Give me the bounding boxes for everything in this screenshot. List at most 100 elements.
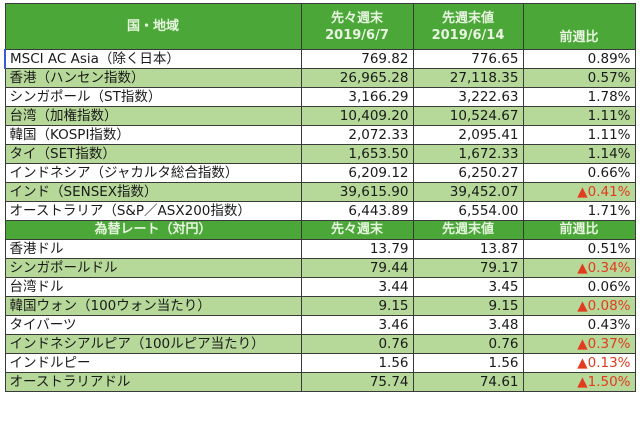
- fx-prev2-header: 先々週末: [300, 220, 414, 240]
- row-label: インド（SENSEX指数）: [4, 182, 302, 202]
- prev2-value: 79.44: [300, 258, 414, 278]
- change-value: 1.11%: [522, 125, 636, 145]
- fx-row: オーストラリアドル 75.74 74.61 ▲1.50%: [4, 372, 636, 392]
- change-value: ▲0.13%: [522, 353, 636, 373]
- change-value: ▲0.34%: [522, 258, 636, 278]
- stock-row: 韓国（KOSPI指数） 2,072.33 2,095.41 1.11%: [4, 125, 636, 145]
- prev2-value: 1,653.50: [300, 144, 414, 164]
- prev-date: 2019/6/14: [431, 27, 505, 43]
- prev2-date: 2019/6/7: [325, 27, 389, 43]
- prev2-value: 2,072.33: [300, 125, 414, 145]
- stock-row: タイ（SET指数） 1,653.50 1,672.33 1.14%: [4, 144, 636, 164]
- prev2-value: 10,409.20: [300, 106, 414, 126]
- fx-header-row: 為替レート（対円） 先々週末 先週末値 前週比: [4, 220, 636, 240]
- row-label: シンガポールドル: [4, 258, 302, 278]
- prev2-value: 3.44: [300, 277, 414, 297]
- prev-value: 0.76: [412, 334, 524, 354]
- change-value: 0.43%: [522, 315, 636, 335]
- prev-value: 10,524.67: [412, 106, 524, 126]
- row-label: 香港（ハンセン指数）: [4, 68, 302, 88]
- stock-row: MSCI AC Asia（除く日本） 769.82 776.65 0.89%: [4, 49, 636, 69]
- row-label: MSCI AC Asia（除く日本）: [4, 49, 302, 69]
- fx-prev-header: 先週末値: [412, 220, 524, 240]
- change-value: 1.78%: [522, 87, 636, 107]
- prev-value: 1.56: [412, 353, 524, 373]
- fx-row: 韓国ウォン（100ウォン当たり） 9.15 9.15 ▲0.08%: [4, 296, 636, 316]
- prev2-value: 13.79: [300, 239, 414, 259]
- change-value: 1.11%: [522, 106, 636, 126]
- change-value: 1.71%: [522, 201, 636, 221]
- prev-value: 27,118.35: [412, 68, 524, 88]
- prev2-title: 先々週末: [330, 10, 383, 26]
- prev-value: 776.65: [412, 49, 524, 69]
- stock-row: 台湾（加権指数） 10,409.20 10,524.67 1.11%: [4, 106, 636, 126]
- prev-value: 74.61: [412, 372, 524, 392]
- prev2-value: 769.82: [300, 49, 414, 69]
- row-label: インドネシアルピア（100ルピア当たり）: [4, 334, 302, 354]
- prev-value: 9.15: [412, 296, 524, 316]
- fx-row: インドルピー 1.56 1.56 ▲0.13%: [4, 353, 636, 373]
- region-header: 国・地域: [4, 3, 302, 50]
- fx-row: インドネシアルピア（100ルピア当たり） 0.76 0.76 ▲0.37%: [4, 334, 636, 354]
- change-value: 0.89%: [522, 49, 636, 69]
- fx-change-header: 前週比: [522, 220, 636, 240]
- fx-row: シンガポールドル 79.44 79.17 ▲0.34%: [4, 258, 636, 278]
- prev-value: 6,554.00: [412, 201, 524, 221]
- row-label: シンガポール（ST指数）: [4, 87, 302, 107]
- fx-row: 台湾ドル 3.44 3.45 0.06%: [4, 277, 636, 297]
- prev-value: 79.17: [412, 258, 524, 278]
- row-label: インドルピー: [4, 353, 302, 373]
- row-label: オーストラリアドル: [4, 372, 302, 392]
- change-value: ▲0.08%: [522, 296, 636, 316]
- change-value: 1.14%: [522, 144, 636, 164]
- prev-value: 3,222.63: [412, 87, 524, 107]
- stock-row: シンガポール（ST指数） 3,166.29 3,222.63 1.78%: [4, 87, 636, 107]
- stock-row: オーストラリア（S&P／ASX200指数） 6,443.89 6,554.00 1.7…: [4, 201, 636, 221]
- prev-header: 先週末値 2019/6/14: [412, 3, 524, 50]
- row-label: オーストラリア（S&P／ASX200指数）: [4, 201, 302, 221]
- prev2-value: 0.76: [300, 334, 414, 354]
- prev-value: 3.45: [412, 277, 524, 297]
- prev2-value: 39,615.90: [300, 182, 414, 202]
- change-value: 0.06%: [522, 277, 636, 297]
- prev2-value: 6,209.12: [300, 163, 414, 183]
- prev-value: 3.48: [412, 315, 524, 335]
- change-value: 0.51%: [522, 239, 636, 259]
- row-label: 台湾（加権指数）: [4, 106, 302, 126]
- prev-value: 39,452.07: [412, 182, 524, 202]
- prev2-value: 6,443.89: [300, 201, 414, 221]
- row-label: 香港ドル: [4, 239, 302, 259]
- change-value: ▲0.37%: [522, 334, 636, 354]
- stock-row: 香港（ハンセン指数） 26,965.28 27,118.35 0.57%: [4, 68, 636, 88]
- prev2-header: 先々週末 2019/6/7: [300, 3, 414, 50]
- change-header: 前週比: [522, 3, 636, 50]
- prev-value: 1,672.33: [412, 144, 524, 164]
- row-label: 台湾ドル: [4, 277, 302, 297]
- stock-header-row: 国・地域 先々週末 2019/6/7 先週末値 2019/6/14 前週比: [4, 3, 636, 50]
- fx-title-header: 為替レート（対円）: [4, 220, 302, 240]
- prev-title: 先週末値: [441, 10, 494, 26]
- change-value: ▲0.41%: [522, 182, 636, 202]
- prev2-value: 9.15: [300, 296, 414, 316]
- market-table: 国・地域 先々週末 2019/6/7 先週末値 2019/6/14 前週比 MSCI…: [4, 3, 636, 392]
- prev-value: 2,095.41: [412, 125, 524, 145]
- fx-row: タイバーツ 3.46 3.48 0.43%: [4, 315, 636, 335]
- stock-row: インド（SENSEX指数） 39,615.90 39,452.07 ▲0.41%: [4, 182, 636, 202]
- stock-row: インドネシア（ジャカルタ総合指数） 6,209.12 6,250.27 0.66%: [4, 163, 636, 183]
- prev-value: 6,250.27: [412, 163, 524, 183]
- prev2-value: 75.74: [300, 372, 414, 392]
- row-label: インドネシア（ジャカルタ総合指数）: [4, 163, 302, 183]
- row-label: タイ（SET指数）: [4, 144, 302, 164]
- prev2-value: 3.46: [300, 315, 414, 335]
- row-label: 韓国ウォン（100ウォン当たり）: [4, 296, 302, 316]
- prev2-value: 1.56: [300, 353, 414, 373]
- row-label: 韓国（KOSPI指数）: [4, 125, 302, 145]
- change-value: ▲1.50%: [522, 372, 636, 392]
- change-value: 0.57%: [522, 68, 636, 88]
- row-label: タイバーツ: [4, 315, 302, 335]
- prev2-value: 26,965.28: [300, 68, 414, 88]
- fx-row: 香港ドル 13.79 13.87 0.51%: [4, 239, 636, 259]
- prev2-value: 3,166.29: [300, 87, 414, 107]
- prev-value: 13.87: [412, 239, 524, 259]
- change-value: 0.66%: [522, 163, 636, 183]
